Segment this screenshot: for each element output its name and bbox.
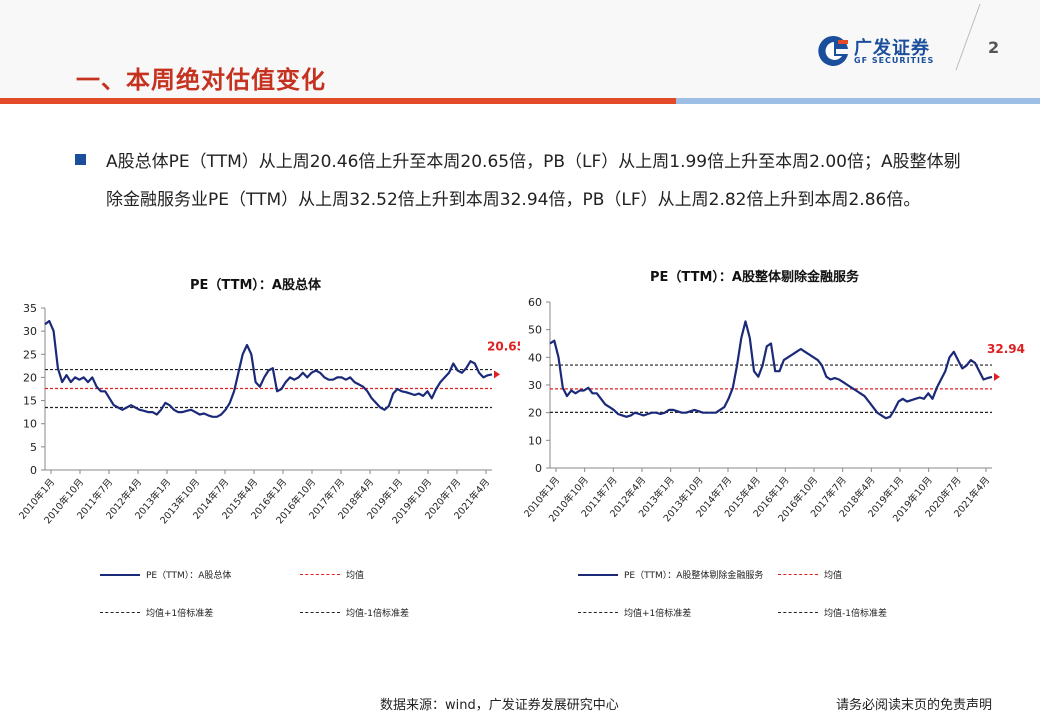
chart2-y-tick-label: 50 <box>528 324 542 337</box>
header-rule <box>0 98 1040 104</box>
footer-disclaimer: 请务必阅读末页的免责声明 <box>836 698 993 713</box>
chart1-last-point-marker <box>494 370 500 379</box>
chart2-legend-minus1sd: 均值-1倍标准差 <box>778 606 887 619</box>
chart1-y-tick-label: 25 <box>23 348 37 361</box>
chart2-legend-series: PE（TTM）：A股整体剔除金融服务 <box>578 568 763 581</box>
footer-data-source: 数据来源：wind，广发证券发展研究中心 <box>380 698 619 713</box>
chart1-y-tick-label: 0 <box>30 464 37 477</box>
chart2-last-point-marker <box>994 372 1000 381</box>
summary-bullet-text: A股总体PE（TTM）从上周20.46倍上升至本周20.65倍，PB（LF）从上… <box>106 152 961 210</box>
chart1-plot: 051015202530352010年1月2010年10月2011年7月2012… <box>16 302 520 526</box>
bullet-square-icon <box>75 154 86 165</box>
gf-securities-logo: 广发证券 GF SECURITIES <box>818 32 958 72</box>
header-background <box>0 0 1040 100</box>
chart2-title: PE（TTM）：A股整体剔除金融服务 <box>650 270 859 285</box>
chart1-y-tick-label: 35 <box>23 302 37 315</box>
chart2-legend-mean: 均值 <box>778 568 842 581</box>
chart1-legend-mean: 均值 <box>300 568 364 581</box>
chart2-legend-plus1sd: 均值+1倍标准差 <box>578 606 691 619</box>
chart1-y-tick-label: 10 <box>23 418 37 431</box>
chart2-y-tick-label: 0 <box>535 462 542 475</box>
chart1-y-tick-label: 30 <box>23 325 37 338</box>
chart2-y-tick-label: 40 <box>528 351 542 364</box>
chart2-plot: 01020304050602010年1月2010年10月2011年7月2012年… <box>521 296 1025 524</box>
chart1-legend-minus1sd: 均值-1倍标准差 <box>300 606 409 619</box>
chart1-y-tick-label: 20 <box>23 371 37 384</box>
chart2-y-tick-label: 30 <box>528 379 542 392</box>
chart2-y-tick-label: 60 <box>528 296 542 309</box>
chart1-legend-series: PE（TTM）：A股总体 <box>100 568 231 581</box>
chart2-last-value-label: 32.94 <box>987 342 1025 356</box>
gf-logo-icon <box>818 35 848 66</box>
logo-chinese-text: 广发证券 <box>854 38 930 59</box>
chart2-y-tick-label: 20 <box>528 407 542 420</box>
page-number: 2 <box>988 38 1000 57</box>
chart1-last-value-label: 20.65 <box>487 339 520 353</box>
chart2-series-line <box>549 320 993 420</box>
page-title: 一、本周绝对估值变化 <box>76 66 326 94</box>
chart1-y-tick-label: 15 <box>23 395 37 408</box>
chart1-y-tick-label: 5 <box>30 441 37 454</box>
chart1-legend-plus1sd: 均值+1倍标准差 <box>100 606 213 619</box>
chart1-series-line <box>44 319 493 418</box>
chart1-title: PE（TTM）：A股总体 <box>190 278 321 293</box>
logo-english-text: GF SECURITIES <box>854 56 935 65</box>
chart2-y-tick-label: 10 <box>528 434 542 447</box>
header-divider-slash <box>955 3 981 71</box>
